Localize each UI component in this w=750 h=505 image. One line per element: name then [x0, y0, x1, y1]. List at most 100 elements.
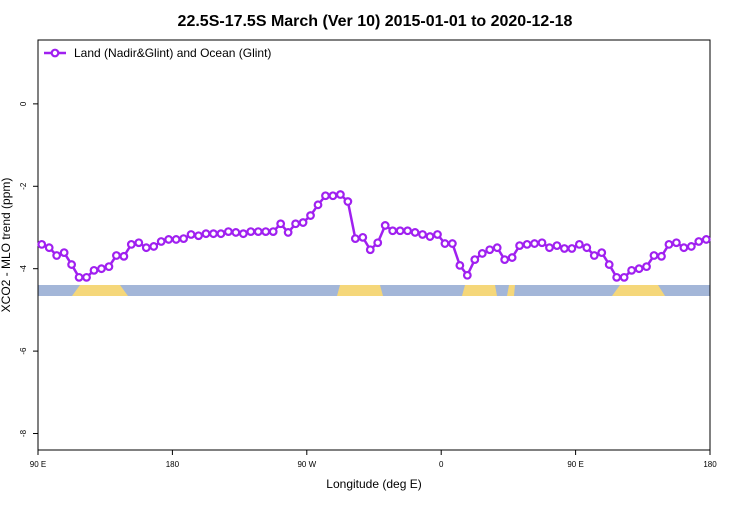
point: [44, 243, 54, 253]
point: [642, 262, 651, 272]
point: [313, 200, 323, 210]
point: [664, 239, 674, 249]
point: [530, 239, 539, 248]
point: [231, 228, 241, 237]
point: [328, 191, 338, 201]
y-axis-label: XCO2 - MLO trend (ppm): [0, 178, 13, 313]
point: [440, 239, 450, 248]
point: [388, 226, 398, 236]
point: [567, 244, 577, 253]
point: [425, 232, 435, 241]
point: [649, 251, 659, 260]
point: [194, 231, 203, 241]
point: [37, 239, 47, 249]
point: [537, 238, 547, 248]
point: [171, 235, 181, 244]
point: [321, 191, 330, 201]
point: [291, 219, 301, 229]
y-tick-label: 0: [19, 101, 28, 106]
point: [336, 190, 345, 199]
point: [679, 243, 689, 253]
point: [149, 242, 159, 251]
point: [477, 249, 487, 258]
point: [418, 230, 427, 239]
x-tick-label: 180: [166, 460, 180, 469]
y-tick-label: -8: [19, 429, 28, 437]
point: [485, 245, 495, 255]
point: [298, 218, 308, 227]
point: [515, 241, 524, 251]
point: [433, 230, 442, 239]
point: [276, 219, 286, 229]
point: [111, 251, 121, 260]
x-axis-label: Longitude (deg E): [326, 477, 421, 491]
point: [582, 243, 592, 253]
point: [201, 229, 211, 239]
point: [701, 235, 711, 244]
point: [358, 232, 368, 242]
point: [694, 237, 704, 246]
point: [209, 229, 218, 239]
point: [373, 238, 383, 248]
point: [627, 265, 636, 275]
y-tick-label: -6: [19, 347, 28, 355]
point: [448, 239, 457, 248]
point: [507, 253, 517, 262]
y-tick-label: -2: [19, 182, 28, 190]
point: [500, 255, 510, 265]
point: [686, 242, 696, 251]
point: [246, 227, 256, 237]
point: [560, 244, 569, 253]
point: [395, 226, 405, 236]
legend-marker: [50, 48, 60, 58]
point: [104, 262, 114, 272]
point: [410, 228, 420, 237]
point: [604, 260, 614, 269]
point: [672, 238, 681, 248]
x-tick-label: 90 E: [30, 460, 46, 469]
point: [268, 227, 278, 237]
point: [59, 248, 69, 258]
point: [365, 245, 375, 255]
point: [492, 243, 502, 253]
point: [141, 243, 151, 253]
point: [283, 228, 293, 237]
point: [134, 238, 144, 248]
legend-label: Land (Nadir&Glint) and Ocean (Glint): [74, 46, 271, 60]
point: [186, 230, 196, 239]
point: [306, 211, 315, 220]
point: [164, 235, 174, 244]
point: [119, 251, 129, 261]
point: [253, 227, 263, 237]
point: [82, 272, 91, 282]
point: [261, 227, 271, 237]
point: [574, 239, 584, 249]
point: [97, 264, 106, 274]
point: [455, 260, 465, 270]
point: [612, 272, 622, 282]
point: [462, 270, 472, 280]
point: [522, 239, 532, 249]
x-tick-label: 90 W: [297, 460, 316, 469]
point: [589, 251, 599, 260]
point: [597, 248, 607, 258]
chart-title: 22.5S-17.5S March (Ver 10) 2015-01-01 to…: [178, 13, 573, 30]
point: [343, 197, 353, 206]
x-tick-label: 180: [703, 460, 717, 469]
point: [470, 255, 480, 265]
point: [179, 234, 189, 244]
point: [552, 241, 562, 251]
point: [52, 251, 62, 260]
point: [545, 243, 554, 253]
point: [403, 226, 413, 236]
point: [238, 229, 248, 239]
point: [216, 229, 226, 239]
point: [350, 234, 360, 244]
x-tick-label: 0: [439, 460, 444, 469]
point: [619, 272, 629, 282]
point: [634, 264, 644, 274]
point: [74, 272, 84, 282]
point: [156, 237, 166, 246]
x-tick-label: 90 E: [567, 460, 583, 469]
